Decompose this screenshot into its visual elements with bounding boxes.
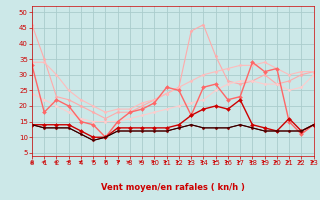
X-axis label: Vent moyen/en rafales ( kn/h ): Vent moyen/en rafales ( kn/h ) — [101, 183, 245, 192]
